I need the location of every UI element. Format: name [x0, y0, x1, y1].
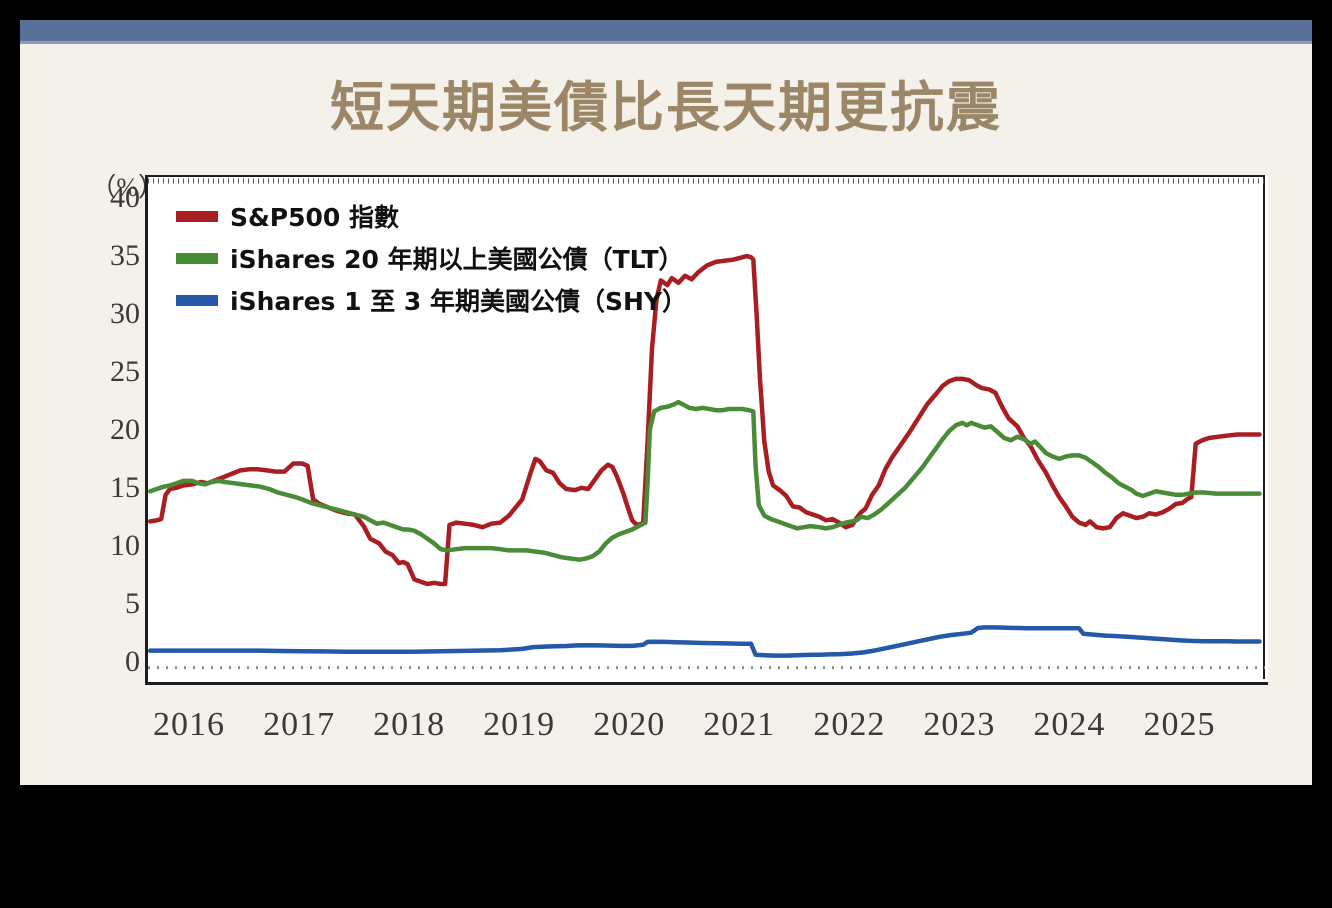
y-axis-tick: 30 [110, 297, 140, 331]
legend-label: iShares 1 至 3 年期美國公債（SHY） [230, 287, 688, 316]
y-axis-tick: 0 [125, 644, 140, 678]
series-line [148, 625, 1262, 658]
legend-item: iShares 1 至 3 年期美國公債（SHY） [176, 279, 687, 321]
y-axis-tick: 35 [110, 239, 140, 273]
x-axis-tick: 2025 [1143, 706, 1216, 743]
x-axis-tick: 2020 [593, 706, 666, 743]
legend-swatch-icon [176, 252, 218, 264]
series-line [148, 253, 1262, 587]
chart-plot-area: S&P500 指數 iShares 20 年期以上美國公債（TLT） iShares… [145, 175, 1268, 685]
x-axis-tick: 2017 [263, 706, 336, 743]
legend-label: S&P500 指數 [230, 203, 400, 232]
legend-item: S&P500 指數 [176, 195, 687, 237]
x-axis-tick: 2022 [813, 706, 886, 743]
x-axis-tick: 2018 [373, 706, 446, 743]
page-title: 短天期美債比長天期更抗震 [330, 76, 1002, 139]
y-axis-tick: 20 [110, 412, 140, 446]
x-axis-tick-labels: 2016 2017 2018 2019 2020 2021 2022 2023 2024 2025 [145, 706, 1290, 754]
chart-lines-svg [148, 175, 1265, 679]
x-axis-tick: 2019 [483, 706, 556, 743]
legend-item: iShares 20 年期以上美國公債（TLT） [176, 237, 687, 279]
chart-legend: S&P500 指數 iShares 20 年期以上美國公債（TLT） iShares… [176, 195, 687, 321]
legend-label: iShares 20 年期以上美國公債（TLT） [230, 245, 684, 274]
y-axis-tick: 25 [110, 354, 140, 388]
legend-swatch-icon [176, 210, 218, 222]
legend-swatch-icon [176, 294, 218, 306]
y-axis-tick: 15 [110, 470, 140, 504]
top-banner [20, 20, 1312, 41]
y-axis-tick: 40 [110, 181, 140, 215]
x-axis-tick: 2016 [153, 706, 226, 743]
y-axis-tick-labels: 0 5 10 15 20 25 30 35 40 [68, 175, 140, 682]
slide-panel: 短天期美債比長天期更抗震 （%） 0 5 10 15 20 25 30 35 40 S&P500… [20, 20, 1312, 785]
y-axis-tick: 5 [125, 586, 140, 620]
top-banner-underline [20, 41, 1312, 44]
series-line [148, 399, 1262, 562]
y-axis-tick: 10 [110, 528, 140, 562]
x-axis-tick: 2021 [703, 706, 776, 743]
x-axis-tick: 2024 [1033, 706, 1106, 743]
x-axis-tick: 2023 [923, 706, 996, 743]
